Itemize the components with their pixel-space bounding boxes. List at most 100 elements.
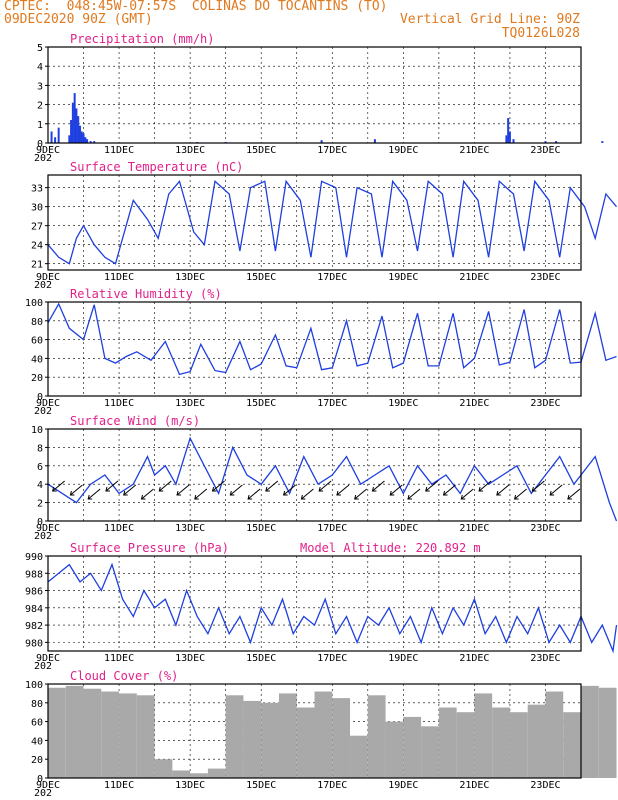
precipitation-title: Precipitation (mm/h) (70, 32, 215, 46)
cloud-cover-bar (278, 693, 297, 778)
cloud-cover-bar (154, 759, 173, 778)
precipitation-year-fragment: 202 (34, 153, 52, 164)
relative-humidity-xtick-label: 17DEC (317, 398, 347, 409)
cloud-cover-bar (172, 770, 191, 778)
cloud-cover-bar (65, 685, 84, 778)
wind-arrow-head (371, 486, 377, 492)
header-grid-line-label: Vertical Grid Line: 90Z (399, 12, 580, 27)
surface-pressure-annotation: Model Altitude: 220.892 m (300, 541, 481, 555)
precipitation-xtick-label: 23DEC (530, 145, 560, 156)
wind-arrow (265, 480, 279, 492)
relative-humidity-xtick-label: 21DEC (459, 398, 489, 409)
surface-pressure-ytick-label: 984 (25, 604, 43, 615)
precipitation-bar (50, 131, 53, 143)
cloud-cover-xtick-label: 21DEC (459, 780, 489, 791)
cloud-cover-bar (474, 693, 493, 778)
wind-arrow-head (229, 490, 235, 496)
wind-arrow-head (354, 494, 359, 500)
relative-humidity-line (47, 302, 617, 376)
cloud-cover-xtick-label: 13DEC (175, 780, 205, 791)
precipitation-bar (68, 135, 71, 143)
cloud-cover-bar (332, 698, 351, 778)
cloud-cover-bar (598, 687, 617, 778)
cloud-cover-bar (261, 702, 279, 778)
relative-humidity-xtick-label: 11DEC (104, 398, 134, 409)
precipitation-ytick-label: 0 (37, 139, 43, 150)
surface-pressure-frame (47, 555, 582, 652)
wind-arrow (105, 480, 119, 492)
wind-arrow (301, 488, 314, 500)
wind-arrow-head (140, 494, 146, 500)
surface-wind-xtick-label: 17DEC (317, 523, 347, 534)
surface-temperature-xtick-label: 21DEC (459, 272, 489, 283)
relative-humidity-xtick-label: 9DEC (36, 398, 60, 409)
wind-arrow (141, 488, 154, 500)
surface-wind-xtick-label: 19DEC (388, 523, 418, 534)
surface-temperature-year-fragment: 202 (34, 280, 52, 291)
wind-arrow (460, 488, 474, 500)
wind-arrow (176, 484, 190, 496)
cloud-cover-bar (563, 712, 581, 778)
precipitation-bar (84, 137, 87, 143)
surface-wind-xtick-label: 13DEC (175, 523, 205, 534)
wind-arrow (372, 480, 385, 492)
wind-arrow-head (496, 490, 501, 496)
wind-arrow (283, 484, 296, 496)
precipitation-bar (57, 127, 60, 143)
wind-arrow-head (87, 494, 93, 500)
wind-arrow-head (567, 494, 572, 500)
cloud-cover-xtick-label: 23DEC (530, 780, 560, 791)
surface-wind-xtick-label: 21DEC (459, 523, 489, 534)
precipitation-bar (54, 137, 57, 143)
wind-arrow (443, 484, 456, 496)
surface-wind-title: Surface Wind (m/s) (70, 414, 200, 428)
relative-humidity-ytick-label: 80 (31, 317, 43, 328)
cloud-cover-bar (101, 691, 120, 778)
surface-pressure-xtick-label: 13DEC (175, 653, 205, 664)
surface-wind-ytick-label: 6 (37, 462, 43, 473)
precipitation-bar (601, 141, 604, 143)
wind-arrow-head (425, 486, 430, 492)
precipitation-bar (82, 133, 85, 143)
precipitation-ytick-label: 5 (37, 43, 43, 54)
wind-arrow-head (336, 490, 341, 496)
surface-temperature-xtick-label: 19DEC (388, 272, 418, 283)
relative-humidity-title: Relative Humidity (%) (70, 287, 222, 301)
surface-pressure-xtick-label: 11DEC (104, 653, 134, 664)
wind-arrow (549, 484, 563, 496)
precipitation-bar (93, 141, 96, 143)
wind-arrow-head (52, 486, 57, 492)
relative-humidity-ytick-label: 60 (31, 336, 43, 347)
wind-arrow (354, 488, 368, 500)
cloud-cover-ytick-label: 60 (31, 718, 43, 729)
cloud-cover-bar (438, 707, 457, 778)
cloud-cover-xtick-label: 9DEC (36, 780, 60, 791)
relative-humidity-ytick-label: 0 (37, 392, 43, 403)
relative-humidity-xtick-label: 13DEC (175, 398, 205, 409)
precipitation-bar (86, 139, 89, 143)
precipitation-ytick-label: 3 (37, 81, 43, 92)
surface-wind-xtick-label: 23DEC (530, 523, 560, 534)
header-model-code: TQ0126L028 (501, 26, 580, 41)
wind-arrow (158, 480, 172, 492)
cloud-cover-ytick-label: 100 (25, 680, 43, 691)
wind-arrow (212, 480, 225, 492)
relative-humidity-frame (47, 301, 582, 397)
surface-wind-frame (47, 428, 582, 522)
wind-arrow-head (123, 490, 128, 496)
surface-wind-xtick-label: 11DEC (104, 523, 134, 534)
cloud-cover-bar (456, 712, 475, 778)
surface-pressure-xtick-label: 9DEC (36, 653, 60, 664)
precipitation-xtick-label: 17DEC (317, 145, 347, 156)
surface-wind-xtick-label: 15DEC (246, 523, 276, 534)
cloud-cover-bar (207, 768, 226, 778)
cloud-cover-bar (385, 721, 404, 778)
cloud-cover-bar (225, 695, 244, 778)
precipitation-xtick-label: 9DEC (36, 145, 60, 156)
cloud-cover-xtick-label: 17DEC (317, 780, 347, 791)
wind-arrow-head (211, 486, 217, 492)
surface-temperature-xtick-label: 13DEC (175, 272, 205, 283)
wind-arrow-head (478, 486, 484, 492)
relative-humidity-ytick-label: 40 (31, 354, 43, 365)
surface-pressure-xtick-label: 23DEC (530, 653, 560, 664)
